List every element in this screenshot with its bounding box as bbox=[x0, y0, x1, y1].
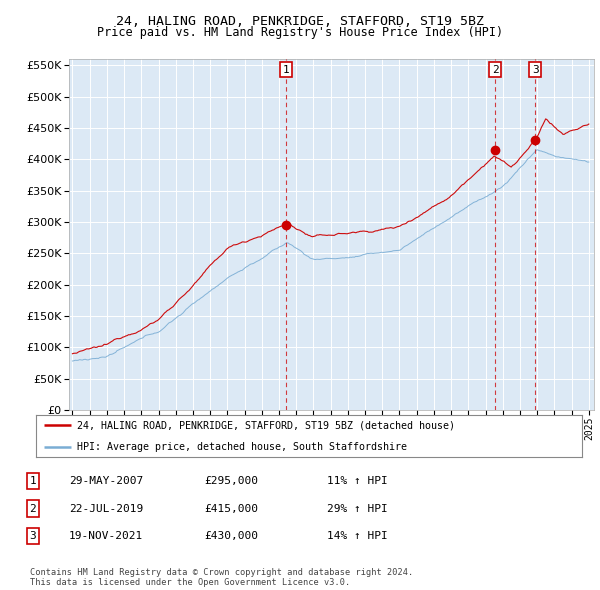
Text: 22-JUL-2019: 22-JUL-2019 bbox=[69, 504, 143, 513]
Text: 3: 3 bbox=[532, 65, 539, 75]
Text: 29-MAY-2007: 29-MAY-2007 bbox=[69, 476, 143, 486]
Text: £430,000: £430,000 bbox=[204, 532, 258, 541]
Text: 2: 2 bbox=[29, 504, 37, 513]
Text: 1: 1 bbox=[283, 65, 289, 75]
Text: 29% ↑ HPI: 29% ↑ HPI bbox=[327, 504, 388, 513]
Text: HPI: Average price, detached house, South Staffordshire: HPI: Average price, detached house, Sout… bbox=[77, 442, 407, 451]
Text: £415,000: £415,000 bbox=[204, 504, 258, 513]
Text: 14% ↑ HPI: 14% ↑ HPI bbox=[327, 532, 388, 541]
Text: 3: 3 bbox=[29, 532, 37, 541]
Text: 24, HALING ROAD, PENKRIDGE, STAFFORD, ST19 5BZ (detached house): 24, HALING ROAD, PENKRIDGE, STAFFORD, ST… bbox=[77, 421, 455, 430]
Text: 1: 1 bbox=[29, 476, 37, 486]
Text: 19-NOV-2021: 19-NOV-2021 bbox=[69, 532, 143, 541]
Text: £295,000: £295,000 bbox=[204, 476, 258, 486]
Text: 11% ↑ HPI: 11% ↑ HPI bbox=[327, 476, 388, 486]
Text: 2: 2 bbox=[491, 65, 499, 75]
Text: 24, HALING ROAD, PENKRIDGE, STAFFORD, ST19 5BZ: 24, HALING ROAD, PENKRIDGE, STAFFORD, ST… bbox=[116, 15, 484, 28]
Text: Contains HM Land Registry data © Crown copyright and database right 2024.
This d: Contains HM Land Registry data © Crown c… bbox=[30, 568, 413, 587]
Text: Price paid vs. HM Land Registry's House Price Index (HPI): Price paid vs. HM Land Registry's House … bbox=[97, 26, 503, 39]
